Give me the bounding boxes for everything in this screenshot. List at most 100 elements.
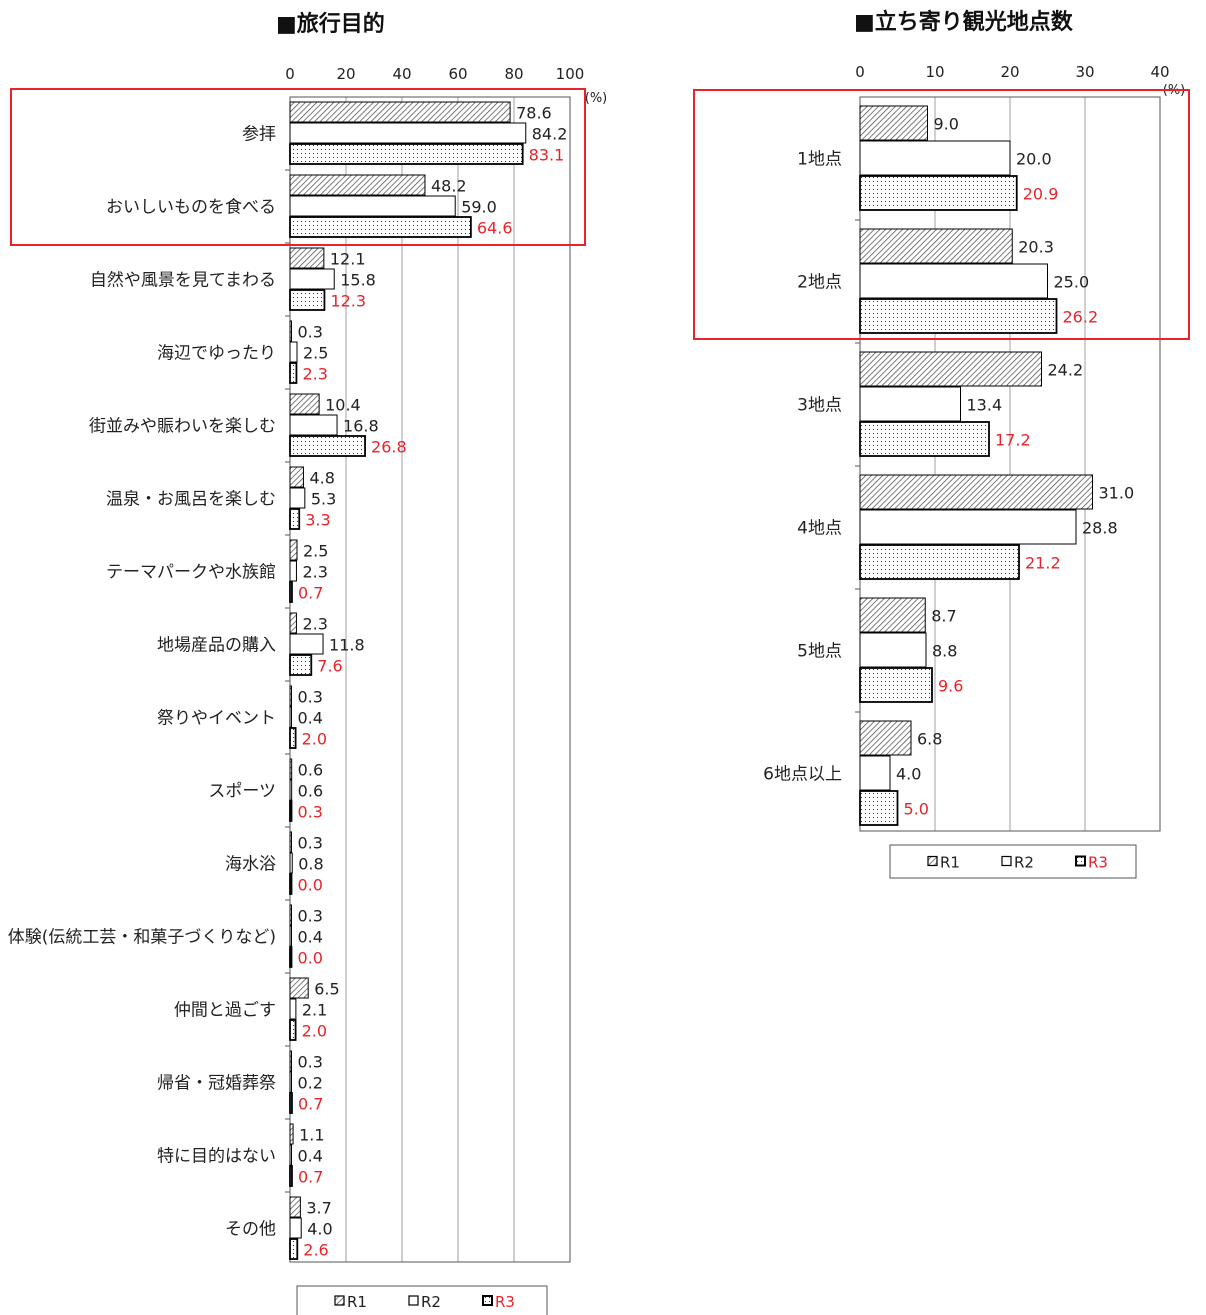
bar-r1 bbox=[859, 720, 912, 756]
bar-r3 bbox=[859, 421, 990, 457]
data-label-r3: 26.2 bbox=[1063, 308, 1099, 327]
bar-r3 bbox=[289, 581, 293, 603]
data-label-r3: 12.3 bbox=[330, 292, 366, 311]
bar-r2 bbox=[859, 755, 891, 791]
bar-r3 bbox=[289, 654, 313, 676]
data-label-r1: 9.0 bbox=[934, 115, 959, 134]
data-label-r3: 20.9 bbox=[1023, 185, 1059, 204]
data-label-r2: 0.2 bbox=[298, 1074, 323, 1093]
data-label-r1: 0.6 bbox=[298, 761, 323, 780]
bar-r3 bbox=[289, 1092, 293, 1114]
bar-r1 bbox=[289, 612, 297, 634]
category-label: 1地点 bbox=[797, 150, 842, 170]
data-label-r1: 8.7 bbox=[931, 607, 956, 626]
data-label-r3: 0.3 bbox=[298, 803, 323, 822]
legend-label-r2: R2 bbox=[1014, 854, 1034, 872]
data-label-r1: 6.8 bbox=[917, 730, 942, 749]
legend-swatch-r2 bbox=[408, 1295, 419, 1306]
data-label-r2: 0.4 bbox=[298, 1147, 323, 1166]
data-label-r1: 6.5 bbox=[314, 980, 339, 999]
data-label-r3: 7.6 bbox=[317, 657, 342, 676]
bar-r1 bbox=[289, 320, 292, 342]
x-tick-label: 100 bbox=[556, 65, 585, 83]
data-label-r3: 9.6 bbox=[938, 677, 963, 696]
data-label-r1: 0.3 bbox=[298, 323, 323, 342]
category-label: 海水浴 bbox=[225, 855, 276, 875]
bar-r2 bbox=[289, 706, 292, 728]
data-label-r1: 4.8 bbox=[309, 469, 334, 488]
bar-r3 bbox=[289, 289, 326, 311]
bar-r2 bbox=[289, 341, 298, 363]
bar-r1 bbox=[289, 758, 293, 780]
bar-r3 bbox=[289, 727, 297, 749]
bar-r2 bbox=[289, 414, 338, 436]
bar-r2 bbox=[859, 632, 927, 668]
bar-r2 bbox=[289, 998, 297, 1020]
bar-r2 bbox=[289, 487, 306, 509]
highlight-box bbox=[693, 89, 1190, 340]
bar-r1 bbox=[289, 977, 309, 999]
bar-r1 bbox=[289, 685, 292, 707]
legend-swatch-r1 bbox=[927, 855, 938, 867]
bar-r3 bbox=[289, 508, 301, 530]
bar-r2 bbox=[289, 779, 293, 801]
bar-r3 bbox=[289, 1238, 299, 1260]
data-label-r1: 78.6 bbox=[516, 104, 552, 123]
legend-label-r2: R2 bbox=[421, 1293, 441, 1311]
legend-label-r3: R3 bbox=[1088, 854, 1108, 872]
chart-1-title: ■旅行目的 bbox=[276, 12, 385, 37]
category-label: 体験(伝統工芸・和菓子づくりなど) bbox=[8, 928, 276, 948]
bar-r1 bbox=[289, 101, 511, 123]
bar-r3 bbox=[859, 544, 1020, 580]
bar-r1 bbox=[289, 539, 298, 561]
bar-r3 bbox=[859, 298, 1058, 334]
plot-frame bbox=[859, 96, 1161, 832]
bar-r3 bbox=[289, 143, 524, 165]
data-label-r3: 0.7 bbox=[298, 1095, 323, 1114]
bar-r3 bbox=[289, 800, 293, 822]
data-label-r3: 2.3 bbox=[302, 365, 327, 384]
data-label-r2: 13.4 bbox=[967, 396, 1003, 415]
bar-r1 bbox=[289, 393, 320, 415]
data-label-r2: 84.2 bbox=[532, 125, 568, 144]
data-label-r1: 1.1 bbox=[299, 1126, 324, 1145]
category-label: 4地点 bbox=[797, 519, 842, 539]
legend-swatch-r1 bbox=[334, 1295, 345, 1306]
data-label-r2: 20.0 bbox=[1016, 150, 1052, 169]
data-label-r1: 2.3 bbox=[302, 615, 327, 634]
bar-r2 bbox=[289, 1071, 292, 1093]
bar-r2 bbox=[289, 560, 297, 582]
legend-label-r3: R3 bbox=[495, 1293, 515, 1311]
category-label: 自然や風景を見てまわる bbox=[90, 271, 276, 291]
data-label-r2: 0.6 bbox=[298, 782, 323, 801]
category-label: 祭りやイベント bbox=[157, 709, 276, 729]
data-label-r3: 0.7 bbox=[298, 1168, 323, 1187]
data-label-r2: 28.8 bbox=[1082, 519, 1118, 538]
data-label-r2: 15.8 bbox=[340, 271, 376, 290]
category-label: テーマパークや水族館 bbox=[106, 563, 276, 583]
chart-1: 0 20 40 60 80 100(%) 参拝 78.6 84.2 83.1 おいしいものを食べる 4… bbox=[8, 65, 607, 1315]
data-label-r1: 24.2 bbox=[1048, 361, 1084, 380]
data-label-r1: 2.5 bbox=[303, 542, 328, 561]
bar-r2 bbox=[289, 633, 324, 655]
x-tick-label: 0 bbox=[285, 65, 295, 83]
bar-r1 bbox=[859, 597, 926, 633]
bar-r3 bbox=[289, 362, 298, 384]
data-label-r2: 0.4 bbox=[298, 928, 323, 947]
legend-swatch-r2 bbox=[1001, 855, 1012, 867]
legend-label-r1: R1 bbox=[347, 1293, 367, 1311]
bar-r1 bbox=[289, 174, 426, 196]
data-label-r3: 0.0 bbox=[298, 949, 323, 968]
data-label-r3: 2.0 bbox=[302, 730, 327, 749]
data-label-r3: 2.0 bbox=[302, 1022, 327, 1041]
plot-frame bbox=[289, 96, 571, 1263]
category-label: 仲間と過ごす bbox=[174, 1001, 276, 1021]
data-label-r3: 3.3 bbox=[305, 511, 330, 530]
bar-r2 bbox=[859, 140, 1011, 176]
bar-r2 bbox=[859, 263, 1048, 299]
data-label-r3: 26.8 bbox=[371, 438, 407, 457]
data-label-r1: 10.4 bbox=[325, 396, 361, 415]
data-label-r2: 2.1 bbox=[302, 1001, 327, 1020]
bar-r3 bbox=[859, 667, 933, 703]
